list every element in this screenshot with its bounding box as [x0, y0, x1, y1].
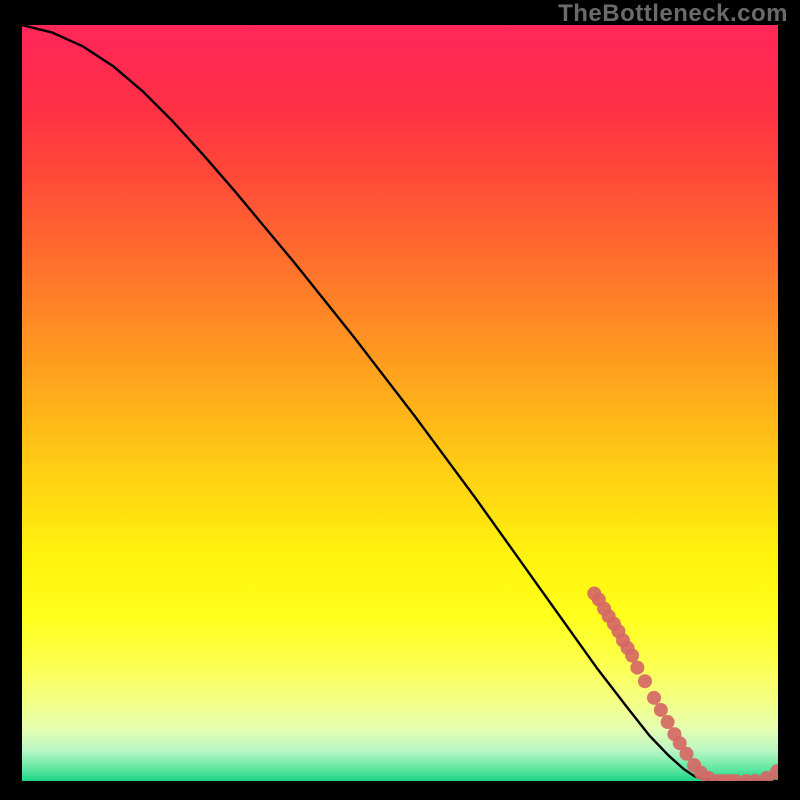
scatter-point: [625, 649, 639, 663]
watermark-text: TheBottleneck.com: [558, 0, 788, 28]
plot-svg: [22, 25, 778, 781]
scatter-point: [654, 703, 668, 717]
chart-container: TheBottleneck.com: [0, 0, 800, 800]
scatter-point: [630, 661, 644, 675]
plot-area: [22, 25, 778, 781]
scatter-point: [638, 674, 652, 688]
scatter-point: [647, 691, 661, 705]
scatter-point: [661, 715, 675, 729]
gradient-background: [22, 25, 778, 781]
